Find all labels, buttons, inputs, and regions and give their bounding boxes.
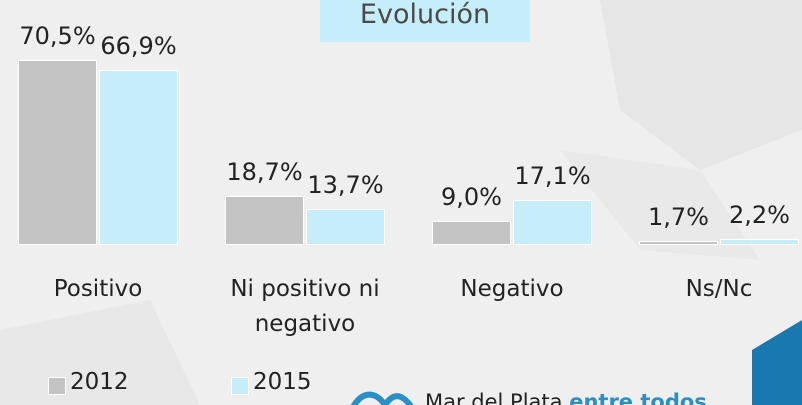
value-label: 9,0% <box>441 183 502 212</box>
value-label: 70,5% <box>19 22 96 51</box>
logo-highlight: entre todos <box>569 390 707 405</box>
logo-text: Mar del Plata entre todos <box>425 390 707 405</box>
bar <box>513 200 592 245</box>
bar <box>99 69 178 245</box>
chart-title: Evolución <box>359 0 491 30</box>
bar <box>639 240 718 245</box>
bar <box>306 209 385 245</box>
value-label: 1,7% <box>648 202 709 231</box>
value-label: 66,9% <box>100 31 177 60</box>
value-label: 2,2% <box>729 201 790 230</box>
bar <box>18 60 97 245</box>
legend-label: 2012 <box>70 369 129 395</box>
value-label: 13,7% <box>307 171 384 200</box>
logo-icon <box>345 385 420 405</box>
x-tick-label: Ns/Nc <box>685 276 753 302</box>
logo-graphic <box>350 391 414 405</box>
x-tick-label: Ni positivo ni negativo <box>230 276 380 337</box>
legend-label: 2015 <box>253 369 312 395</box>
title-box <box>320 0 530 42</box>
value-label: 17,1% <box>514 162 591 191</box>
logo-name: Mar del Plata <box>425 390 563 405</box>
legend-swatch <box>231 377 249 395</box>
bar <box>432 221 511 245</box>
bar <box>720 239 799 245</box>
legend-swatch <box>48 377 66 395</box>
bar <box>225 196 304 245</box>
x-tick-label: Positivo <box>53 276 143 302</box>
x-tick-label: Negativo <box>460 276 564 302</box>
value-label: 18,7% <box>226 158 303 186</box>
